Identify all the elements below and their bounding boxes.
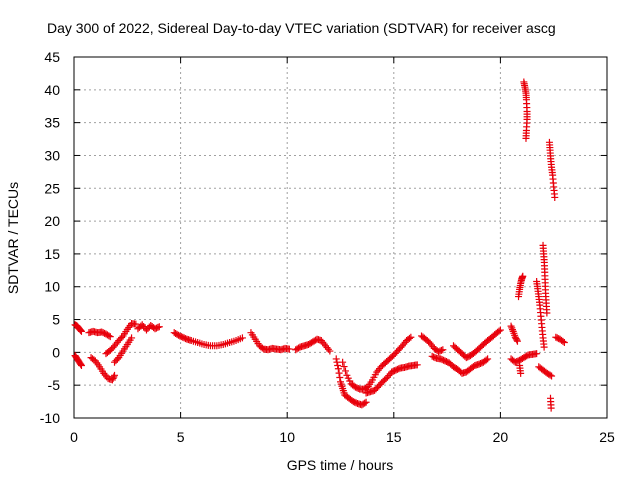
data-point <box>77 327 85 335</box>
data-point <box>77 326 85 334</box>
data-point <box>332 355 340 363</box>
axes: 0 5 10 15 20 25 -10 -5 0 5 10 15 20 25 30 35 40 45 <box>40 49 615 445</box>
data-point <box>560 339 568 347</box>
data-point <box>132 320 140 328</box>
y-tick-label: 45 <box>44 49 60 65</box>
data-point <box>439 346 447 354</box>
data-point <box>540 343 548 351</box>
data-point <box>108 376 116 384</box>
data-point <box>543 309 551 317</box>
x-tick-label: 20 <box>493 429 509 445</box>
data-point <box>341 367 349 375</box>
data-point <box>334 361 342 369</box>
data-point <box>513 337 521 345</box>
data-point <box>533 350 541 358</box>
data-point <box>77 360 85 368</box>
y-tick-label: 0 <box>52 344 60 360</box>
data-point <box>334 365 342 373</box>
x-tick-label: 25 <box>599 429 615 445</box>
data-point <box>361 399 369 407</box>
data-point <box>559 337 567 345</box>
data-point <box>238 334 246 342</box>
data-point <box>547 404 555 412</box>
x-tick-label: 10 <box>279 429 295 445</box>
data-point <box>154 323 162 331</box>
y-tick-label: -10 <box>40 410 60 426</box>
data-point <box>407 333 415 341</box>
data-point <box>109 374 117 382</box>
data-point <box>77 361 85 369</box>
y-tick-label: -5 <box>48 377 61 393</box>
data-point <box>484 355 492 363</box>
x-tick-label: 15 <box>386 429 402 445</box>
y-axis-label: SDTVAR / TECUs <box>5 182 21 294</box>
data-point <box>155 323 163 331</box>
plot-frame <box>73 56 608 419</box>
data-point <box>519 272 527 280</box>
data-point <box>517 369 525 377</box>
chart-title: Day 300 of 2022, Sidereal Day-to-day VTE… <box>47 20 556 36</box>
y-tick-label: 40 <box>44 82 60 98</box>
data-point <box>105 332 113 340</box>
data-point <box>482 356 490 364</box>
data-point <box>551 193 559 201</box>
data-point <box>106 333 114 341</box>
data-point <box>336 374 344 382</box>
data-point <box>339 358 347 366</box>
data-point <box>413 361 421 369</box>
data-points <box>71 78 568 412</box>
data-point <box>113 355 121 363</box>
y-tick-label: 35 <box>44 115 60 131</box>
y-tick-label: 5 <box>52 312 60 328</box>
y-tick-label: 10 <box>44 279 60 295</box>
data-point <box>285 345 293 353</box>
data-point <box>513 336 521 344</box>
data-point <box>110 373 118 381</box>
x-tick-label: 5 <box>177 429 185 445</box>
y-tick-label: 15 <box>44 246 60 262</box>
x-tick-label: 0 <box>70 429 78 445</box>
data-point <box>362 398 370 406</box>
data-point <box>326 347 334 355</box>
data-point <box>546 371 554 379</box>
data-point <box>128 334 136 342</box>
y-tick-label: 20 <box>44 213 60 229</box>
data-point <box>496 326 504 334</box>
x-axis-label: GPS time / hours <box>287 457 394 473</box>
data-point <box>437 346 445 354</box>
data-point <box>495 327 503 335</box>
data-point <box>335 369 343 377</box>
data-point <box>405 334 413 342</box>
data-point <box>548 372 556 380</box>
data-point <box>522 134 530 142</box>
data-point <box>118 333 126 341</box>
data-point <box>111 371 119 379</box>
y-tick-label: 25 <box>44 180 60 196</box>
y-tick-label: 30 <box>44 147 60 163</box>
data-point <box>340 363 348 371</box>
